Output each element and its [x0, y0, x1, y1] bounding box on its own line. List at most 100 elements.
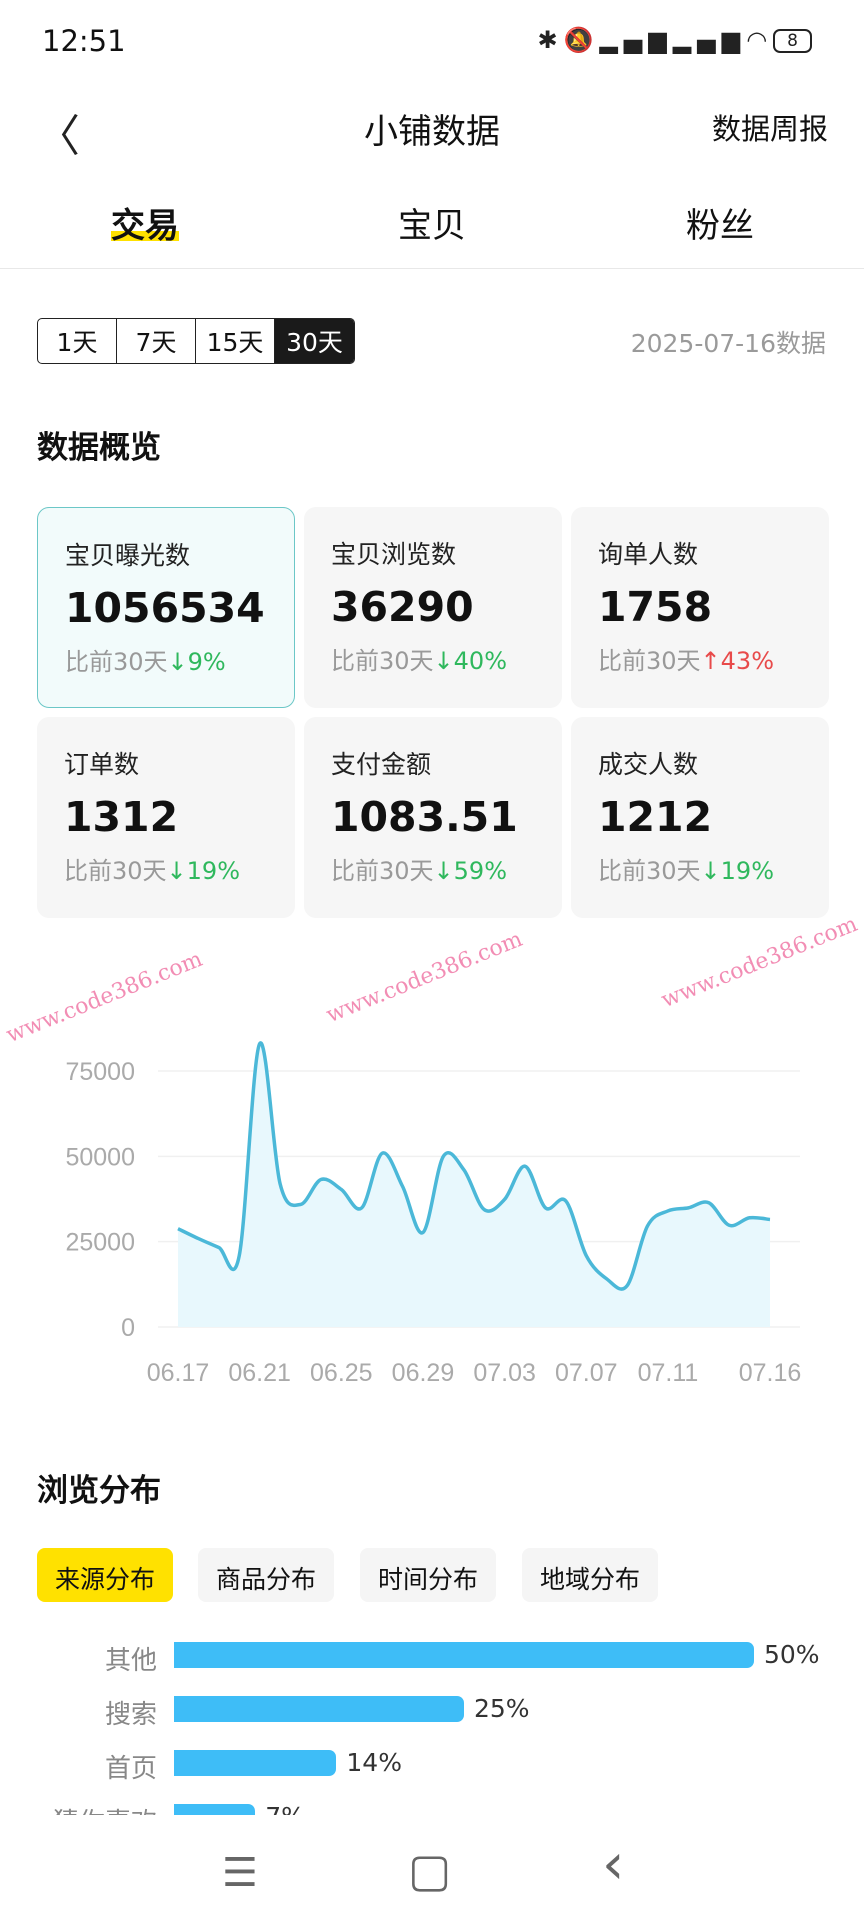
x-tick-label: 07.16	[739, 1359, 802, 1387]
bar-label: 猜你喜欢	[37, 1802, 157, 1815]
page-title: 小铺数据	[364, 112, 500, 152]
compare-label: 比前30天	[598, 647, 701, 675]
metric-value: 1212	[598, 793, 713, 841]
signal-icon: ▂▄▆	[599, 26, 673, 54]
arrow-down-icon: ↓	[700, 857, 721, 885]
compare-label: 比前30天	[331, 857, 434, 885]
metric-value: 36290	[331, 583, 474, 631]
metric-value: 1758	[598, 583, 713, 631]
compare-label: 比前30天	[64, 857, 167, 885]
wifi-icon: ◠	[746, 26, 774, 54]
range-selector: 1天 7天 15天 30天	[37, 318, 355, 364]
x-tick-label: 06.21	[228, 1359, 291, 1387]
metric-label: 宝贝曝光数	[65, 541, 191, 570]
range-30d[interactable]: 30天	[275, 319, 354, 363]
metric-value: 1056534	[65, 584, 265, 632]
metric-change: 19%	[720, 857, 774, 885]
bar-value: 50%	[764, 1640, 820, 1669]
pill-time[interactable]: 时间分布	[360, 1548, 497, 1602]
status-icons: ✱🔕▂▄▆▂▄▆◠ 8	[537, 26, 812, 54]
bar	[174, 1804, 256, 1815]
range-15d[interactable]: 15天	[196, 319, 275, 363]
metric-value: 1083.51	[331, 793, 518, 841]
y-tick-label: 25000	[65, 1229, 135, 1257]
bar-value: 14%	[346, 1748, 402, 1777]
metric-label: 订单数	[64, 750, 140, 779]
x-tick-label: 07.07	[555, 1359, 618, 1387]
menu-nav-button[interactable]: ☰	[222, 1850, 258, 1896]
metric-compare: 比前30天↓19%	[64, 851, 295, 886]
status-time: 12:51	[42, 24, 126, 58]
y-tick-label: 50000	[65, 1143, 135, 1171]
x-tick-label: 06.25	[310, 1359, 373, 1387]
bar-label: 其他	[104, 1646, 157, 1676]
area-fill	[178, 1042, 770, 1327]
metric-compare: 比前30天↓40%	[331, 641, 562, 676]
metric-label: 宝贝浏览数	[331, 540, 457, 569]
browse-title: 浏览分布	[37, 1473, 161, 1509]
compare-label: 比前30天	[331, 647, 434, 675]
x-tick-label: 07.11	[638, 1359, 699, 1387]
divider	[0, 268, 864, 269]
metric-card[interactable]: 宝贝浏览数 36290 比前30天↓40%	[304, 507, 562, 708]
metric-card[interactable]: 支付金额 1083.51 比前30天↓59%	[304, 717, 562, 918]
tab-trade[interactable]: 交易	[45, 198, 245, 247]
range-1d[interactable]: 1天	[38, 319, 117, 363]
metric-card[interactable]: 订单数 1312 比前30天↓19%	[37, 717, 295, 918]
signal-icon: ▂▄▆	[672, 26, 747, 54]
x-tick-label: 06.17	[147, 1359, 210, 1387]
range-7d[interactable]: 7天	[117, 319, 196, 363]
compare-label: 比前30天	[598, 857, 701, 885]
watermark: www.code386.com	[657, 911, 862, 1014]
pill-product[interactable]: 商品分布	[198, 1548, 335, 1602]
bar	[174, 1750, 337, 1776]
weekly-report-link[interactable]: 数据周报	[711, 112, 828, 146]
metric-card[interactable]: 成交人数 1212 比前30天↓19%	[571, 717, 829, 918]
watermark: www.code386.com	[322, 926, 527, 1029]
x-tick-label: 07.03	[473, 1359, 536, 1387]
tab-items[interactable]: 宝贝	[332, 198, 532, 247]
metric-change: 9%	[187, 648, 226, 676]
tab-label: 粉丝	[686, 206, 754, 246]
compare-label: 比前30天	[65, 648, 168, 676]
metric-compare: 比前30天↓19%	[598, 851, 829, 886]
battery-icon: 8	[773, 29, 812, 53]
arrow-down-icon: ↓	[166, 857, 187, 885]
source-bar-chart: 其他 50% 搜索 25% 首页 14% 猜你喜欢 7%	[0, 1630, 864, 1815]
data-date: 2025-07-16数据	[630, 329, 826, 358]
metric-label: 支付金额	[331, 750, 432, 779]
x-tick-label: 06.29	[392, 1359, 455, 1387]
bluetooth-icon: ✱	[537, 26, 564, 54]
trend-chart: 0 25000 50000 75000 06.17 06.21 06.25 06.29 07.0…	[65, 1041, 802, 1387]
metric-compare: 比前30天↑43%	[598, 641, 829, 676]
series-line	[177, 1041, 771, 1291]
y-tick-label: 0	[121, 1314, 135, 1342]
y-tick-label: 75000	[65, 1058, 135, 1086]
metric-change: 43%	[720, 647, 774, 675]
metric-label: 成交人数	[598, 750, 699, 779]
bar-value: 7%	[265, 1802, 305, 1815]
metric-compare: 比前30天↓9%	[65, 642, 294, 677]
pill-source[interactable]: 来源分布	[37, 1548, 174, 1602]
bar	[174, 1642, 754, 1668]
tab-label: 交易	[111, 206, 179, 246]
back-nav-button[interactable]: ‹	[602, 1832, 625, 1897]
bar-value: 25%	[474, 1694, 530, 1723]
home-nav-button[interactable]: ▢	[408, 1843, 452, 1897]
bar-label: 首页	[104, 1754, 157, 1784]
tab-fans[interactable]: 粉丝	[620, 198, 820, 247]
pill-region[interactable]: 地域分布	[522, 1548, 659, 1602]
metric-card[interactable]: 宝贝曝光数 1056534 比前30天↓9%	[37, 507, 295, 708]
mute-icon: 🔕	[563, 26, 600, 54]
overview-title: 数据概览	[37, 430, 161, 466]
tab-label: 宝贝	[398, 206, 466, 246]
metric-card[interactable]: 询单人数 1758 比前30天↑43%	[571, 507, 829, 708]
metric-change: 59%	[453, 857, 507, 885]
metric-change: 40%	[453, 647, 507, 675]
status-bar: 12:51 ✱🔕▂▄▆▂▄▆◠ 8	[0, 0, 864, 90]
metric-compare: 比前30天↓59%	[331, 851, 562, 886]
back-button[interactable]: 〈	[36, 111, 80, 162]
bar-label: 搜索	[104, 1700, 157, 1730]
arrow-up-icon: ↑	[700, 647, 721, 675]
metric-value: 1312	[64, 793, 179, 841]
